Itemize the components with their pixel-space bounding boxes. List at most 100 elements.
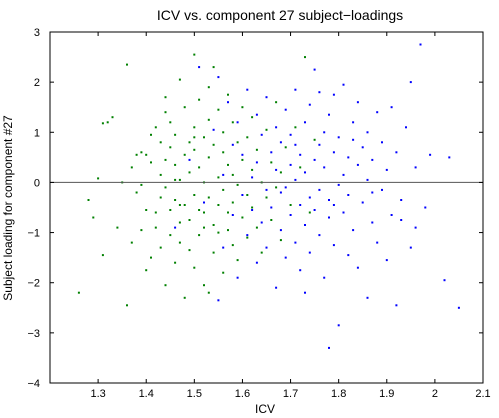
data-point-s1-7 bbox=[106, 121, 109, 124]
data-point-s2-20 bbox=[251, 209, 254, 211]
data-point-s1-78 bbox=[217, 176, 220, 179]
data-point-s2-37 bbox=[284, 108, 287, 111]
data-point-s1-2 bbox=[87, 199, 90, 201]
data-point-s1-96 bbox=[236, 259, 239, 262]
data-point-s2-85 bbox=[366, 296, 369, 299]
data-point-s1-113 bbox=[270, 219, 273, 221]
data-point-s2-25 bbox=[260, 133, 263, 136]
data-point-s1-22 bbox=[145, 269, 148, 272]
y-tick-label: 0 bbox=[34, 177, 40, 189]
data-point-s2-41 bbox=[289, 133, 292, 136]
data-point-s2-102 bbox=[409, 246, 412, 249]
y-axis-label: Subject loading for component #27 bbox=[1, 115, 15, 301]
data-point-s2-46 bbox=[299, 153, 302, 156]
data-point-s1-80 bbox=[217, 108, 220, 111]
data-point-s1-41 bbox=[174, 199, 177, 201]
data-point-s1-122 bbox=[304, 56, 306, 59]
data-point-s2-17 bbox=[246, 88, 249, 91]
y-tick-label: 3 bbox=[34, 27, 40, 39]
data-point-s2-45 bbox=[299, 204, 302, 206]
data-point-s2-70 bbox=[337, 324, 340, 327]
data-point-s2-100 bbox=[400, 199, 403, 201]
data-point-s1-39 bbox=[169, 146, 172, 149]
data-point-s1-83 bbox=[222, 188, 225, 191]
data-point-s1-84 bbox=[222, 131, 225, 134]
data-point-s2-81 bbox=[356, 266, 359, 269]
data-point-s2-3 bbox=[198, 66, 201, 69]
data-point-s1-8 bbox=[111, 116, 114, 119]
data-point-s1-61 bbox=[193, 126, 196, 129]
data-point-s1-58 bbox=[193, 194, 196, 196]
data-point-s2-78 bbox=[352, 121, 355, 124]
data-point-s1-107 bbox=[255, 148, 258, 151]
data-point-s2-24 bbox=[260, 221, 263, 224]
data-point-s2-108 bbox=[429, 153, 432, 156]
data-point-s1-60 bbox=[193, 266, 196, 269]
data-point-s2-11 bbox=[231, 214, 234, 216]
data-point-s2-34 bbox=[279, 229, 282, 232]
data-point-s2-19 bbox=[251, 176, 254, 179]
data-point-s1-127 bbox=[178, 204, 181, 206]
data-point-s1-111 bbox=[265, 196, 268, 199]
data-point-s2-77 bbox=[347, 194, 350, 196]
data-point-s2-73 bbox=[342, 83, 345, 86]
data-point-s2-64 bbox=[328, 113, 330, 116]
data-point-s1-117 bbox=[279, 239, 282, 242]
data-point-s2-39 bbox=[289, 163, 292, 166]
data-point-s1-32 bbox=[159, 173, 162, 176]
data-point-s2-2 bbox=[188, 158, 191, 161]
data-point-s2-66 bbox=[332, 151, 335, 154]
data-point-s1-40 bbox=[169, 121, 172, 124]
data-point-s1-73 bbox=[207, 156, 210, 159]
x-tick-label: 1.6 bbox=[235, 388, 250, 400]
data-point-s1-64 bbox=[198, 234, 201, 237]
data-point-s1-77 bbox=[212, 66, 215, 69]
data-point-s1-74 bbox=[212, 251, 215, 254]
data-point-s2-104 bbox=[414, 166, 417, 169]
data-point-s1-85 bbox=[222, 271, 225, 274]
data-point-s2-116 bbox=[318, 91, 321, 94]
x-tick-label: 1.4 bbox=[139, 388, 154, 400]
data-point-s2-94 bbox=[385, 259, 388, 262]
data-point-s1-124 bbox=[313, 138, 316, 141]
data-point-s1-35 bbox=[164, 284, 167, 287]
data-point-s2-35 bbox=[279, 141, 282, 144]
data-point-s1-11 bbox=[126, 63, 128, 66]
data-point-s2-54 bbox=[313, 158, 316, 161]
data-point-s1-92 bbox=[231, 121, 234, 124]
data-point-s1-21 bbox=[145, 153, 148, 156]
data-point-s1-89 bbox=[227, 229, 229, 232]
data-point-s2-117 bbox=[332, 204, 335, 206]
data-point-s1-76 bbox=[212, 224, 215, 226]
data-point-s1-37 bbox=[169, 209, 172, 211]
data-point-s2-101 bbox=[405, 126, 407, 129]
data-point-s2-23 bbox=[255, 161, 258, 164]
data-point-s2-75 bbox=[347, 254, 350, 257]
data-point-s2-69 bbox=[337, 183, 340, 186]
data-point-s2-5 bbox=[212, 128, 215, 131]
data-point-s1-109 bbox=[260, 251, 263, 254]
data-point-s1-23 bbox=[150, 133, 152, 136]
x-tick-label: 1.5 bbox=[187, 388, 202, 400]
data-point-s1-31 bbox=[159, 246, 162, 249]
data-point-s1-79 bbox=[217, 204, 220, 206]
data-point-s2-83 bbox=[361, 201, 364, 204]
data-point-s1-66 bbox=[203, 284, 205, 287]
data-point-s1-65 bbox=[198, 98, 201, 101]
data-point-s1-68 bbox=[203, 136, 205, 139]
data-point-s2-99 bbox=[395, 151, 398, 154]
data-point-s2-63 bbox=[328, 216, 330, 219]
data-point-s2-4 bbox=[203, 201, 205, 204]
data-point-s2-15 bbox=[241, 194, 244, 196]
data-point-s2-16 bbox=[241, 153, 244, 156]
axes-box bbox=[49, 31, 484, 384]
y-tick-label: 2 bbox=[34, 77, 40, 89]
data-point-s2-113 bbox=[284, 186, 287, 189]
data-point-s1-53 bbox=[188, 171, 191, 174]
data-point-s1-130 bbox=[207, 86, 210, 89]
data-point-s1-34 bbox=[164, 186, 167, 189]
data-point-s1-6 bbox=[101, 122, 104, 125]
x-tick-label: 2 bbox=[432, 388, 438, 400]
data-point-s1-19 bbox=[140, 183, 143, 186]
